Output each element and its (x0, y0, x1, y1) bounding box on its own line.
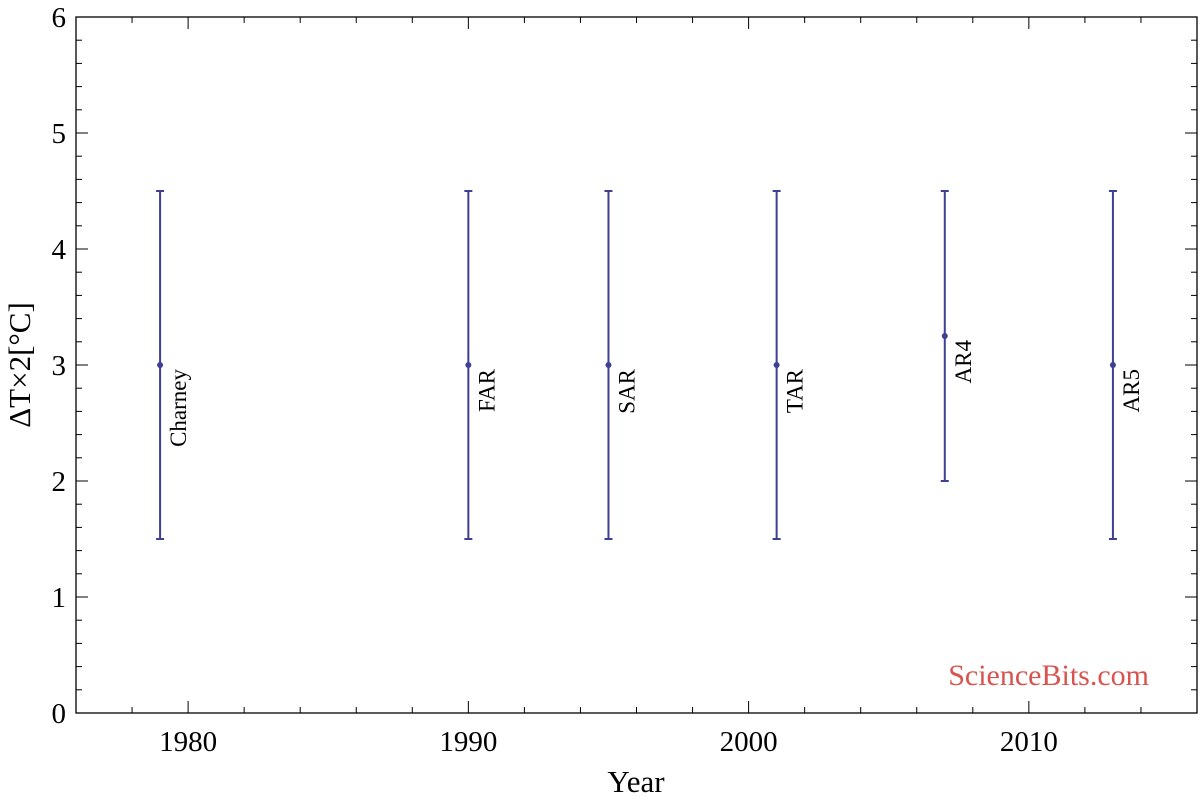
point-label: FAR (474, 368, 499, 412)
data-point (941, 333, 948, 339)
y-tick-label: 6 (52, 2, 67, 34)
point-label: AR5 (1119, 369, 1144, 412)
plot-frame (75, 16, 1198, 714)
x-axis-ticks: 1980 1990 2000 2010 (75, 17, 1198, 758)
data-point (605, 362, 612, 368)
y-tick-label: 3 (52, 350, 67, 382)
point-label: Charney (166, 369, 191, 447)
y-tick-label: 0 (52, 698, 67, 730)
data-points: Charney FAR SAR TAR AR4 AR5 (156, 190, 1144, 540)
x-tick-label: 1980 (159, 726, 217, 758)
x-tick-label: 2010 (1000, 726, 1058, 758)
data-point (465, 362, 472, 368)
x-axis-title: Year (607, 764, 665, 799)
y-tick-label: 5 (52, 118, 67, 150)
y-tick-label: 2 (52, 466, 67, 498)
data-point (1109, 362, 1116, 368)
watermark: ScienceBits.com (948, 659, 1149, 692)
data-point (157, 362, 164, 368)
y-axis-ticks: 0 1 2 3 4 5 6 (52, 2, 1197, 730)
y-tick-label: 1 (52, 582, 67, 614)
y-tick-label: 4 (52, 234, 67, 266)
point-label: SAR (614, 368, 639, 413)
x-tick-label: 1990 (439, 726, 497, 758)
data-point (773, 362, 780, 368)
y-axis-title: ΔT×2[°C] (2, 302, 37, 428)
point-label: AR4 (951, 340, 976, 384)
point-label: TAR (783, 368, 808, 413)
x-tick-label: 2000 (720, 726, 778, 758)
